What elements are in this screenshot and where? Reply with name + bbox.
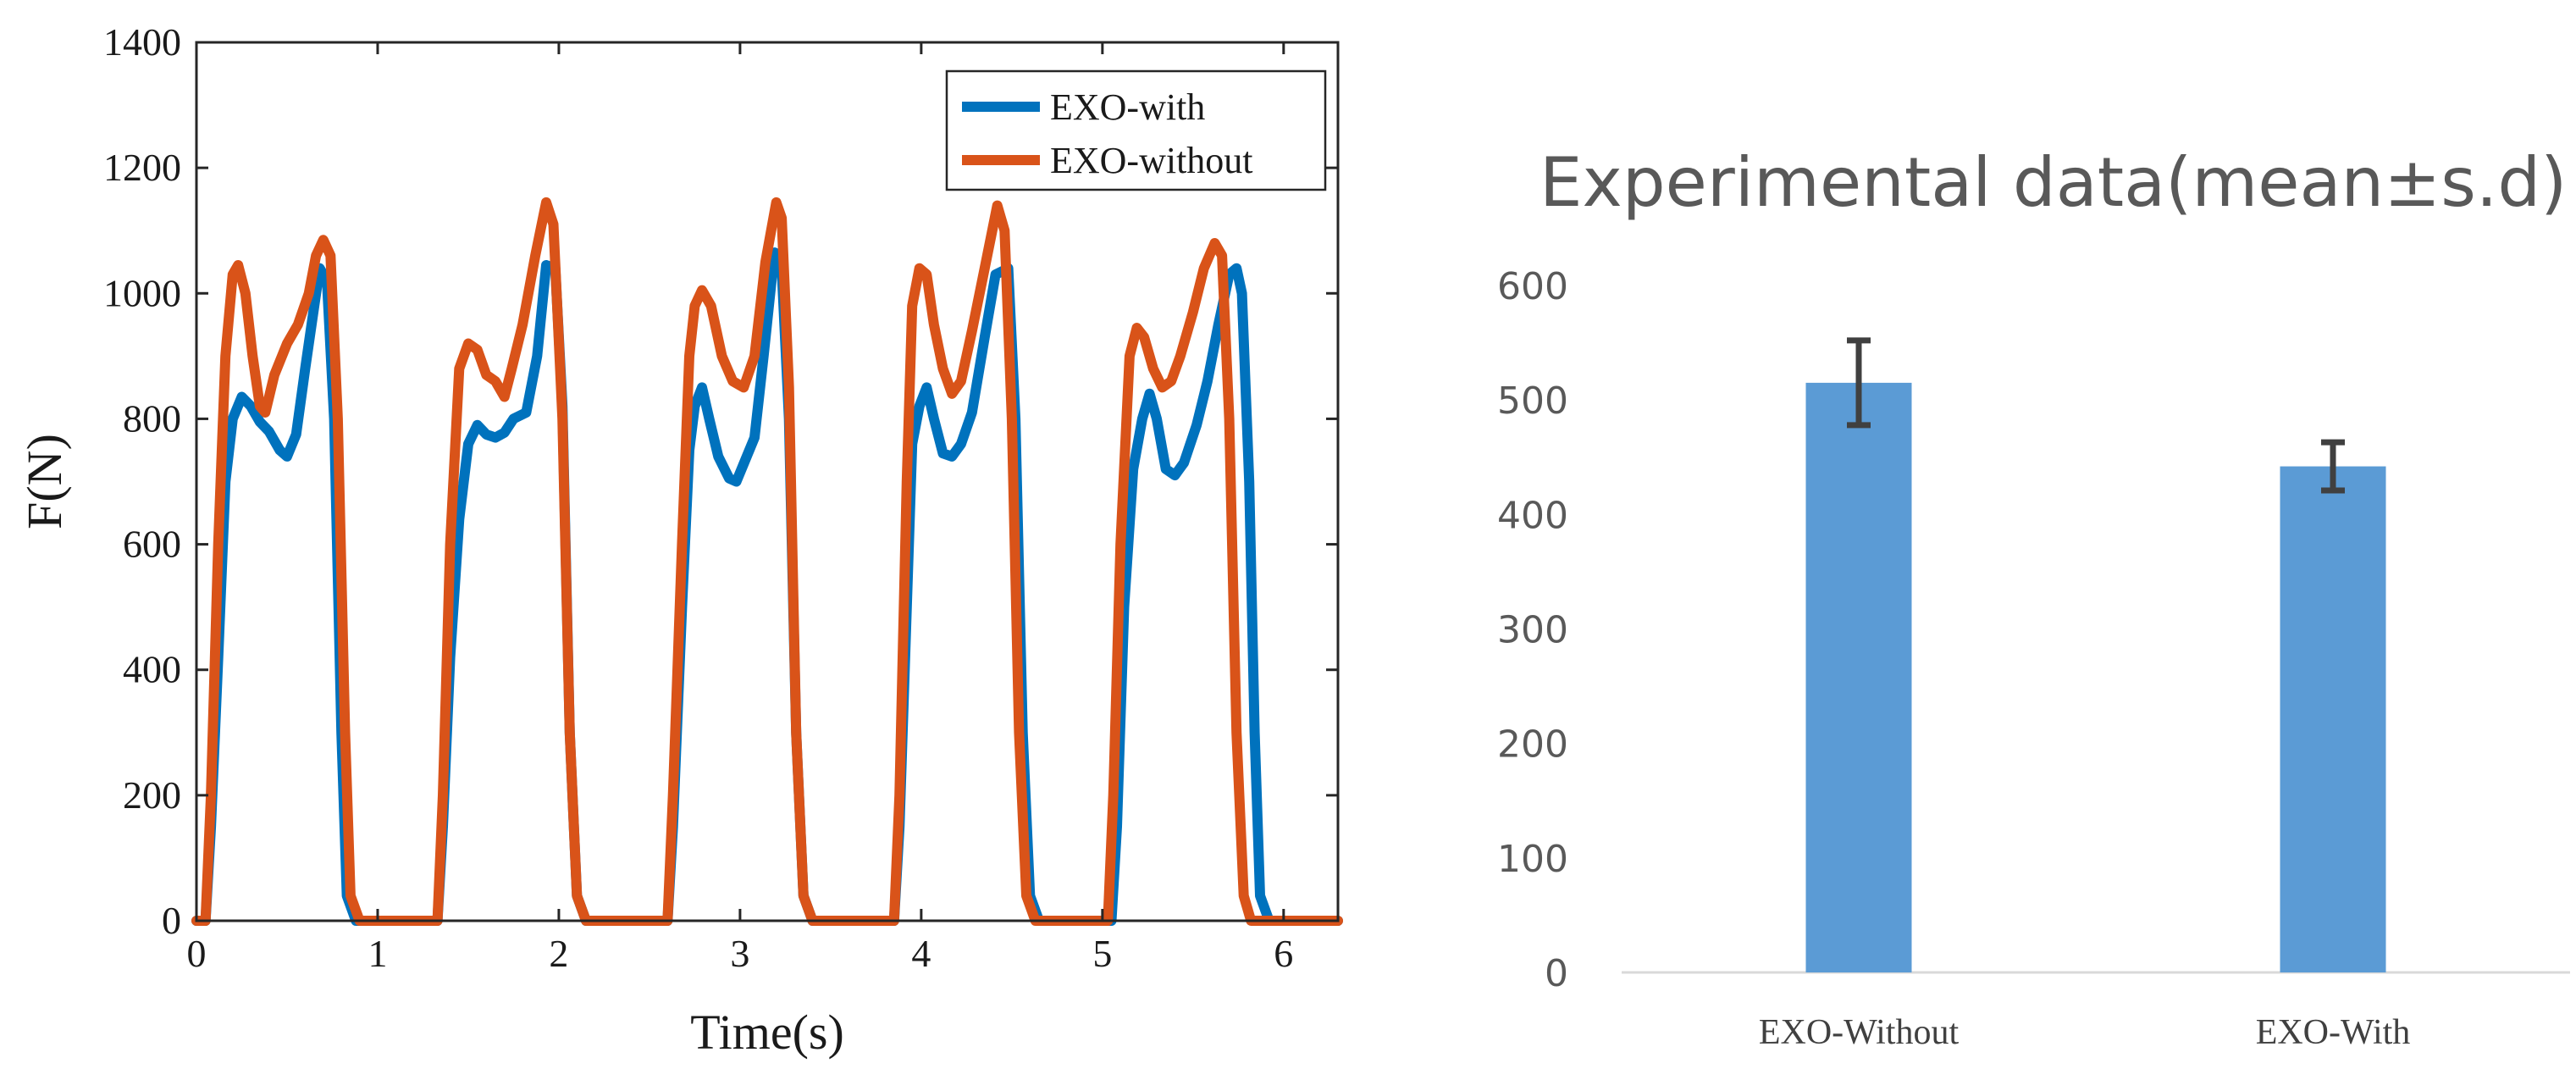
y-tick-label: 200 [123,773,181,817]
line-chart: 0 1 2 3 4 5 6 0 200 400 600 800 1000 1200 1400 Time(s) F… [17,20,1343,1060]
y-tick-label: 1400 [103,20,181,64]
x-tick-label: 4 [911,932,931,975]
bar-y-tick-label: 200 [1497,723,1568,767]
bar-category-label: EXO-With [2256,1013,2411,1052]
x-tick-label: 5 [1092,932,1112,975]
bar-y-tick-label: 500 [1497,379,1568,423]
legend-label: EXO-without [1050,140,1253,181]
bar-y-tick-label: 600 [1497,265,1568,308]
bar-exo-with [2280,466,2386,972]
bar-chart-title: Experimental data(mean±s.d) [1540,143,2567,222]
y-tick-label: 0 [162,899,181,942]
y-tick-label: 1200 [103,146,181,189]
y-tick-label: 1000 [103,271,181,314]
bar-y-tick-label: 100 [1497,838,1568,881]
error-bar [2321,439,2345,494]
x-axis-label: Time(s) [690,1005,844,1060]
y-axis-label: F(N) [17,434,72,529]
error-bar [1847,337,1871,429]
series-line-exo-with [191,247,1343,926]
x-tick-label: 2 [549,932,568,975]
legend-box [945,69,1327,191]
y-tick-label: 400 [123,648,181,691]
series-line-exo-without [191,197,1343,926]
x-tick-label: 6 [1274,932,1293,975]
legend-label: EXO-with [1050,86,1205,128]
x-tick-label: 0 [187,932,207,975]
bar-exo-without [1805,382,1912,972]
bar-y-tick-label: 400 [1497,494,1568,537]
bar-y-tick-label: 0 [1545,952,1568,995]
y-tick-label: 600 [123,523,181,566]
plot-frame [195,41,1340,922]
x-tick-label: 1 [368,932,387,975]
x-tick-label: 3 [730,932,749,975]
y-tick-label: 800 [123,396,181,440]
bar-y-tick-label: 300 [1497,609,1568,652]
legend: EXO-with EXO-without [945,69,1327,191]
bar-category-label: EXO-Without [1759,1013,1960,1052]
bar-chart: Experimental data(mean±s.d) 0 100 200 300 400… [1497,143,2570,1052]
